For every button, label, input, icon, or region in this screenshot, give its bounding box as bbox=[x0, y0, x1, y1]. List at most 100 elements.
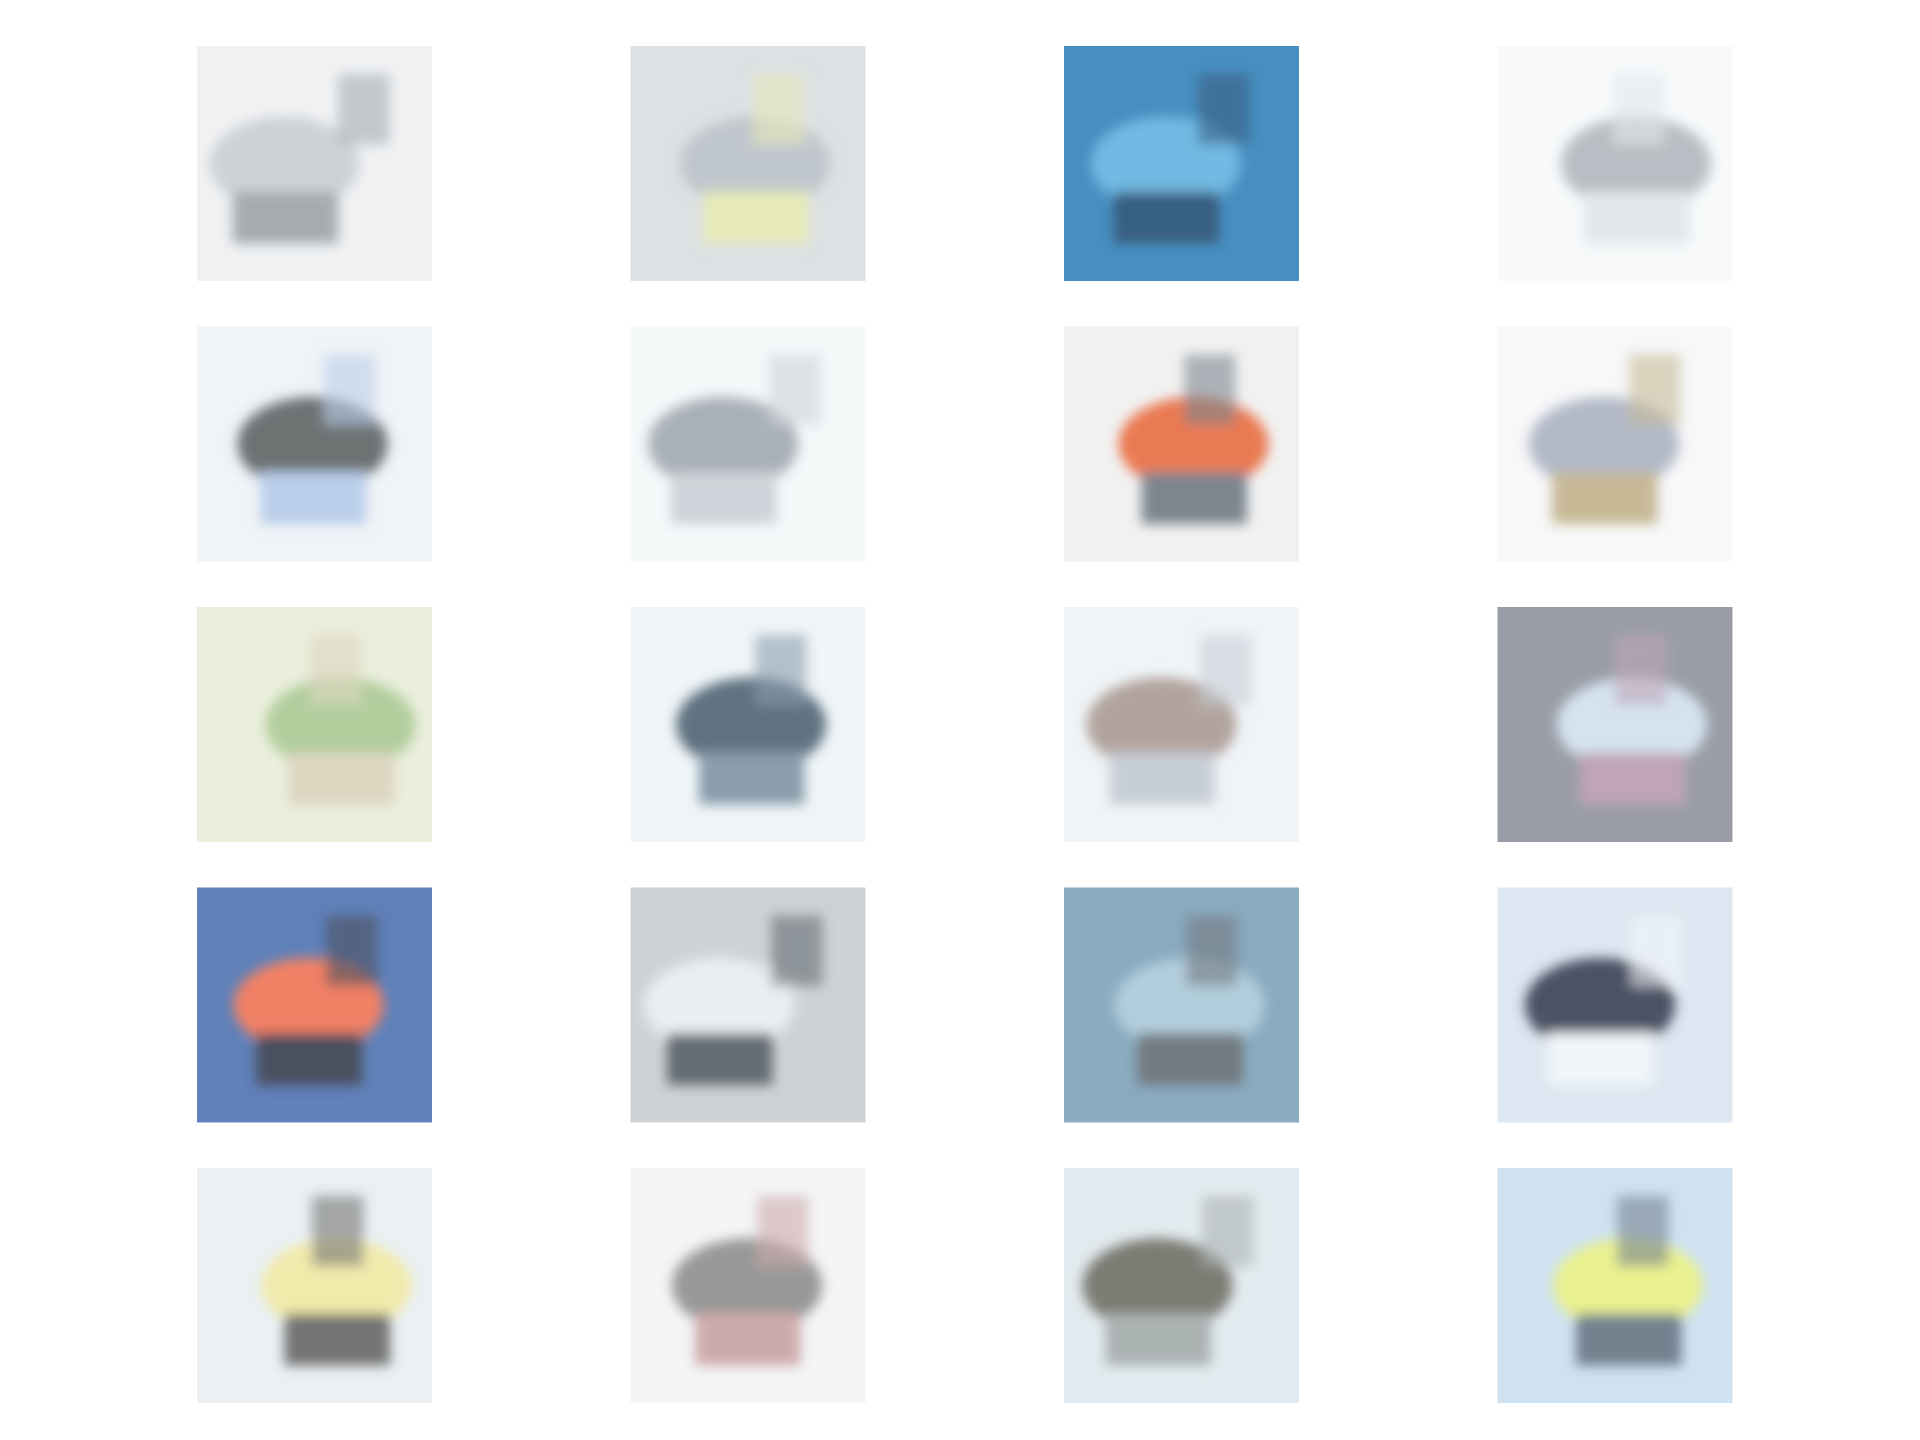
image-wash bbox=[1497, 46, 1733, 281]
image-content bbox=[679, 74, 831, 244]
image-content bbox=[1524, 915, 1683, 1085]
thumbnail bbox=[1064, 887, 1299, 1123]
image-wash bbox=[197, 887, 432, 1123]
image-detail bbox=[1141, 472, 1247, 524]
image-content bbox=[1552, 1196, 1704, 1366]
image-content bbox=[647, 354, 821, 524]
image-content bbox=[1118, 354, 1269, 524]
thumbnail bbox=[630, 887, 866, 1123]
thumbnail bbox=[630, 1168, 866, 1403]
image-detail bbox=[753, 74, 805, 145]
image-content bbox=[209, 74, 390, 244]
thumbnail bbox=[197, 326, 432, 562]
image-detail bbox=[771, 915, 823, 987]
image-object bbox=[209, 116, 360, 211]
thumbnail bbox=[1497, 607, 1733, 842]
image-detail bbox=[1137, 1033, 1243, 1085]
image-object bbox=[1560, 116, 1712, 211]
image-detail bbox=[670, 472, 777, 524]
image-wash bbox=[1064, 1168, 1299, 1403]
image-content bbox=[237, 354, 388, 524]
image-detail bbox=[232, 191, 338, 244]
thumbnail bbox=[1497, 887, 1733, 1123]
thumbnail bbox=[1497, 326, 1733, 562]
image-content bbox=[233, 915, 384, 1085]
image-detail bbox=[1105, 1313, 1211, 1366]
image-wash bbox=[1497, 326, 1733, 562]
thumbnail bbox=[1064, 1168, 1299, 1403]
image-content bbox=[1090, 74, 1250, 244]
image-object bbox=[261, 1238, 412, 1333]
image-detail bbox=[326, 915, 378, 987]
image-detail bbox=[256, 1033, 362, 1085]
image-content bbox=[1114, 915, 1265, 1085]
thumbnail bbox=[630, 326, 866, 562]
image-wash bbox=[630, 1168, 866, 1403]
image-wash bbox=[1497, 607, 1733, 842]
image-content bbox=[1528, 354, 1681, 524]
image-detail bbox=[324, 354, 376, 426]
image-content bbox=[1556, 635, 1708, 805]
image-wash bbox=[630, 46, 866, 281]
image-object bbox=[643, 958, 795, 1052]
image-detail bbox=[1615, 635, 1667, 706]
thumbnail bbox=[1064, 46, 1299, 281]
image-wash bbox=[1497, 1168, 1733, 1403]
thumbnail bbox=[197, 1168, 432, 1403]
image-wash bbox=[630, 887, 866, 1123]
image-detail bbox=[757, 1196, 809, 1267]
image-detail bbox=[1579, 752, 1686, 805]
image-detail bbox=[1613, 74, 1665, 145]
image-detail bbox=[1200, 635, 1252, 706]
image-detail bbox=[1629, 354, 1681, 426]
image-detail bbox=[1583, 191, 1690, 244]
image-detail bbox=[755, 635, 807, 706]
thumbnail bbox=[1064, 326, 1299, 562]
image-content bbox=[671, 1196, 823, 1366]
image-detail bbox=[284, 1313, 390, 1366]
image-object bbox=[1086, 677, 1237, 772]
image-wash bbox=[197, 607, 432, 842]
thumbnail bbox=[197, 607, 432, 842]
image-wash bbox=[197, 1168, 432, 1403]
image-object bbox=[265, 677, 416, 772]
image-detail bbox=[288, 752, 394, 805]
image-detail bbox=[1113, 191, 1219, 244]
thumbnail bbox=[1064, 607, 1299, 842]
image-detail bbox=[1202, 1196, 1254, 1267]
image-content bbox=[265, 635, 416, 805]
image-content bbox=[1086, 635, 1252, 805]
image-detail bbox=[1198, 74, 1250, 145]
image-detail bbox=[1547, 1033, 1654, 1085]
image-detail bbox=[769, 354, 821, 426]
image-content bbox=[643, 915, 823, 1085]
image-content bbox=[261, 1196, 412, 1366]
image-wash bbox=[1064, 46, 1299, 281]
image-detail bbox=[1186, 915, 1238, 987]
image-detail bbox=[1617, 1196, 1669, 1267]
thumbnail bbox=[197, 46, 432, 281]
thumbnail bbox=[1497, 1168, 1733, 1403]
image-detail bbox=[1184, 354, 1236, 426]
image-detail bbox=[338, 74, 390, 145]
image-content bbox=[675, 635, 827, 805]
thumbnail bbox=[197, 887, 432, 1123]
image-wash bbox=[1064, 326, 1299, 562]
image-detail bbox=[666, 1033, 773, 1085]
image-detail bbox=[310, 635, 362, 706]
thumbnail bbox=[630, 607, 866, 842]
image-detail bbox=[698, 752, 805, 805]
image-wash bbox=[197, 326, 432, 562]
thumbnail bbox=[630, 46, 866, 281]
image-detail bbox=[1575, 1313, 1682, 1366]
thumbnail bbox=[1497, 46, 1733, 281]
image-detail bbox=[1551, 472, 1658, 524]
image-object bbox=[647, 397, 799, 491]
image-object bbox=[1082, 1238, 1233, 1333]
image-wash bbox=[1064, 607, 1299, 842]
image-wash bbox=[197, 46, 432, 281]
image-object bbox=[1556, 677, 1708, 772]
image-detail bbox=[1631, 915, 1683, 987]
image-detail bbox=[702, 191, 809, 244]
